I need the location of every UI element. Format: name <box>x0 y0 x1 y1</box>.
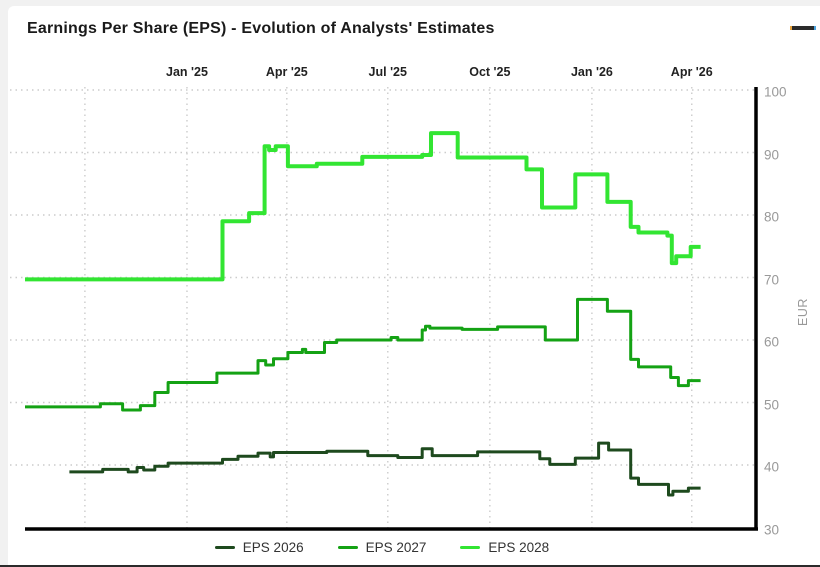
legend-swatch <box>337 545 358 549</box>
series-line-eps-2028[interactable] <box>25 131 701 282</box>
y-tick-label: 40 <box>764 459 780 475</box>
y-tick-label: 90 <box>764 147 780 162</box>
y-axis-title: EUR <box>795 298 810 326</box>
legend-label: EPS 2027 <box>365 539 427 555</box>
x-tick-label: Jan '26 <box>570 65 613 79</box>
x-tick-label: Jul '25 <box>368 65 407 79</box>
x-tick-label: Apr '25 <box>265 65 308 79</box>
x-tick-label: Oct '25 <box>469 65 511 79</box>
legend-item-eps-2027[interactable]: EPS 2027 <box>337 539 427 555</box>
chart-menu-icon[interactable] <box>790 26 816 30</box>
bottom-border <box>0 565 820 567</box>
y-tick-label: 80 <box>764 209 780 225</box>
y-tick-label: 100 <box>764 84 787 100</box>
legend-swatch <box>460 545 481 549</box>
chart-card: Earnings Per Share (EPS) - Evolution of … <box>8 6 820 567</box>
x-tick-label: Jan '25 <box>166 65 208 79</box>
legend-label: EPS 2028 <box>488 539 550 555</box>
legend: EPS 2026 EPS 2027 EPS 2028 <box>17 536 747 558</box>
legend-item-eps-2028[interactable]: EPS 2028 <box>460 540 549 555</box>
series-line-eps-2026[interactable] <box>69 441 701 497</box>
y-tick-label: 60 <box>764 334 780 350</box>
legend-swatch <box>214 545 235 549</box>
legend-label: EPS 2026 <box>242 539 304 555</box>
y-tick-label: 50 <box>764 397 780 412</box>
x-tick-label: Apr '26 <box>670 65 713 79</box>
chart-title: Earnings Per Share (EPS) - Evolution of … <box>27 20 495 37</box>
legend-item-eps-2026[interactable]: EPS 2026 <box>214 539 304 555</box>
y-tick-label: 30 <box>764 522 780 537</box>
series-line-eps-2027[interactable] <box>25 297 701 412</box>
y-tick-label: 70 <box>764 272 780 287</box>
